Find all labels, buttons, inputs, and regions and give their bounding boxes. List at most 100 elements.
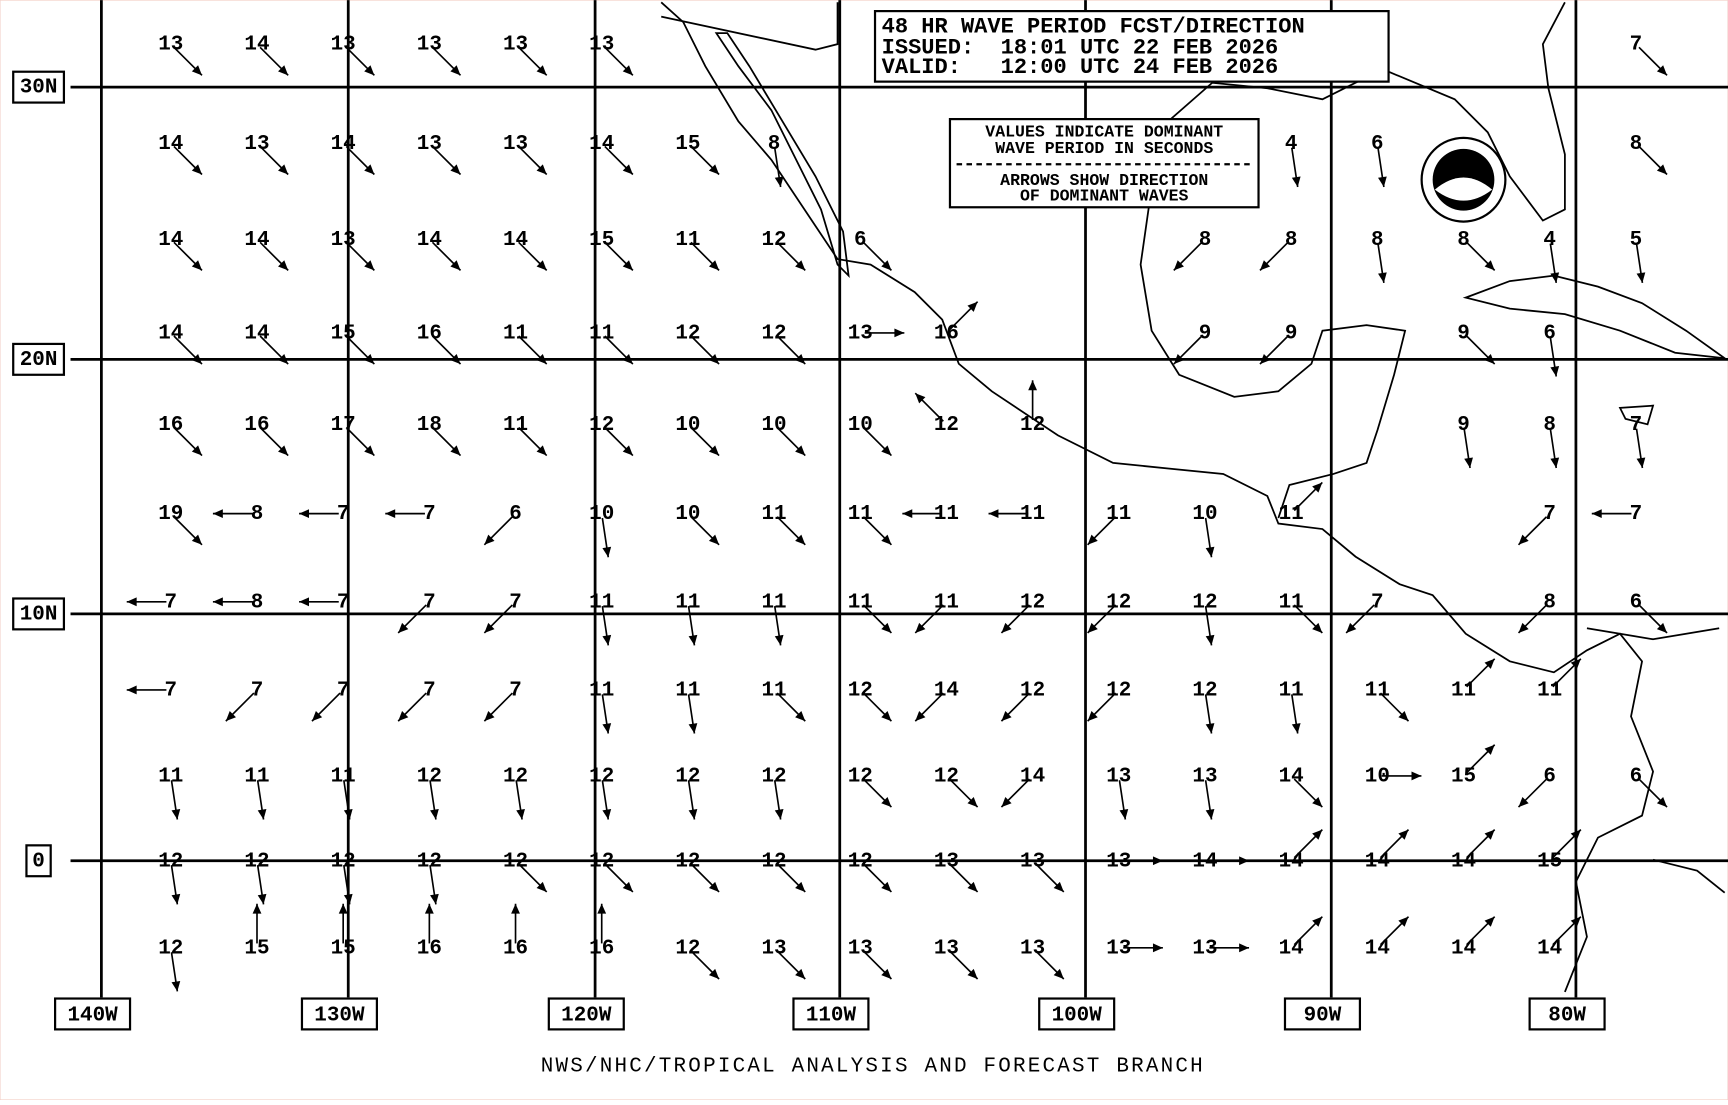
wave-period: 11 [244, 765, 269, 788]
longitude-label: 80W [1548, 1005, 1586, 1028]
wave-period: 16 [934, 322, 959, 345]
arrow-head [688, 809, 698, 820]
arrow-head [364, 353, 375, 365]
wave-period: 8 [1543, 414, 1556, 437]
arrow-head [795, 260, 806, 271]
wave-period: 16 [417, 322, 442, 345]
wave-period: 12 [1020, 414, 1045, 437]
legend-line: OF DOMINANT WAVES [1020, 187, 1189, 206]
arrow-head [967, 968, 978, 980]
arrow-head [602, 546, 612, 558]
arrow-head [1259, 353, 1271, 365]
arrow-head [1001, 710, 1012, 722]
wave-period: 12 [1192, 679, 1217, 702]
arrow-head [1518, 534, 1529, 545]
arrow-head [1484, 353, 1495, 365]
wave-period: 13 [848, 322, 873, 345]
arrow-head [450, 164, 461, 175]
wave-period: 11 [762, 591, 787, 614]
arrow-head [708, 260, 720, 271]
wave-period: 12 [589, 414, 614, 437]
arrow-head [343, 893, 353, 905]
wave-period: 11 [1537, 679, 1562, 702]
longitude-label: 100W [1052, 1005, 1103, 1028]
arrow-head [516, 809, 525, 820]
wave-period: 16 [417, 937, 442, 960]
coast-florida [1388, 1, 1566, 222]
arrow-head [191, 534, 202, 545]
arrow-head [1636, 272, 1646, 283]
wave-period: 14 [1451, 937, 1476, 960]
arrow-head [1205, 634, 1215, 646]
arrow-head [1484, 658, 1495, 669]
arrow-head [1312, 622, 1323, 633]
arrow-head [881, 260, 892, 271]
arrow-head [278, 445, 289, 456]
wave-period: 7 [1371, 591, 1384, 614]
arrow-head [299, 597, 310, 607]
arrow-head [1152, 943, 1163, 953]
arrow-head [1570, 658, 1581, 669]
wave-period: 13 [1192, 765, 1217, 788]
wave-period: 11 [331, 765, 356, 788]
arrow-head [212, 509, 223, 519]
wave-period: 12 [848, 679, 873, 702]
wave-period: 12 [417, 850, 442, 873]
longitude-label: 90W [1304, 1005, 1342, 1028]
wave-period: 11 [1451, 679, 1476, 702]
arrow-head [622, 881, 633, 892]
wave-period: 6 [1543, 322, 1556, 345]
arrow-head [312, 710, 323, 722]
footer: NWS/NHC/TROPICAL ANALYSIS AND FORECAST B… [541, 1055, 1205, 1078]
wave-period: 13 [244, 133, 269, 156]
label-box [300, 997, 378, 1031]
arrow-head [191, 65, 202, 76]
wave-period: 9 [1457, 322, 1470, 345]
arrow-head [795, 445, 806, 456]
wave-period: 8 [1630, 133, 1643, 156]
arrow-head [1205, 723, 1215, 734]
arrow-head [257, 809, 267, 820]
arrow-head [1398, 829, 1409, 840]
wave-period: 11 [589, 591, 614, 614]
wave-period: 6 [1630, 591, 1643, 614]
arrow-head [171, 893, 181, 905]
arrow-head [881, 796, 892, 808]
arrow-head [171, 980, 181, 992]
wave-period: 14 [1279, 765, 1304, 788]
wave-period: 11 [762, 679, 787, 702]
wave-period: 11 [848, 503, 873, 526]
latitude-label: 10N [20, 603, 58, 626]
wave-period: 12 [675, 937, 700, 960]
arrow-head [536, 164, 547, 175]
wave-period: 12 [417, 765, 442, 788]
label-box [547, 997, 625, 1031]
wave-period: 9 [1457, 414, 1470, 437]
arrow-head [1119, 809, 1129, 820]
label-box [53, 997, 132, 1031]
arrow-head [212, 597, 223, 607]
wave-period: 12 [503, 765, 528, 788]
arrow-head [622, 445, 633, 456]
arrow-head [1484, 829, 1495, 840]
label-box [792, 997, 870, 1031]
wave-period: 12 [331, 850, 356, 873]
arrow-head [1411, 771, 1422, 781]
arrow-head [795, 710, 806, 722]
arrow-head [364, 445, 375, 456]
wave-period: 4 [1285, 133, 1298, 156]
arrow-head [191, 260, 202, 271]
arrow-head [622, 65, 633, 76]
wave-period: 12 [503, 850, 528, 873]
title: 48 HR WAVE PERIOD FCST/DIRECTION [882, 14, 1305, 39]
arrow-head [278, 353, 289, 365]
wave-period: 10 [1192, 503, 1217, 526]
longitude-label: 140W [67, 1005, 118, 1028]
wave-period: 7 [337, 503, 350, 526]
wave-period: 16 [503, 937, 528, 960]
arrow-head [1636, 457, 1646, 468]
wave-period: 11 [158, 765, 183, 788]
wave-period: 13 [503, 34, 528, 57]
wave-period: 14 [244, 322, 269, 345]
wave-period: 7 [1630, 34, 1643, 57]
